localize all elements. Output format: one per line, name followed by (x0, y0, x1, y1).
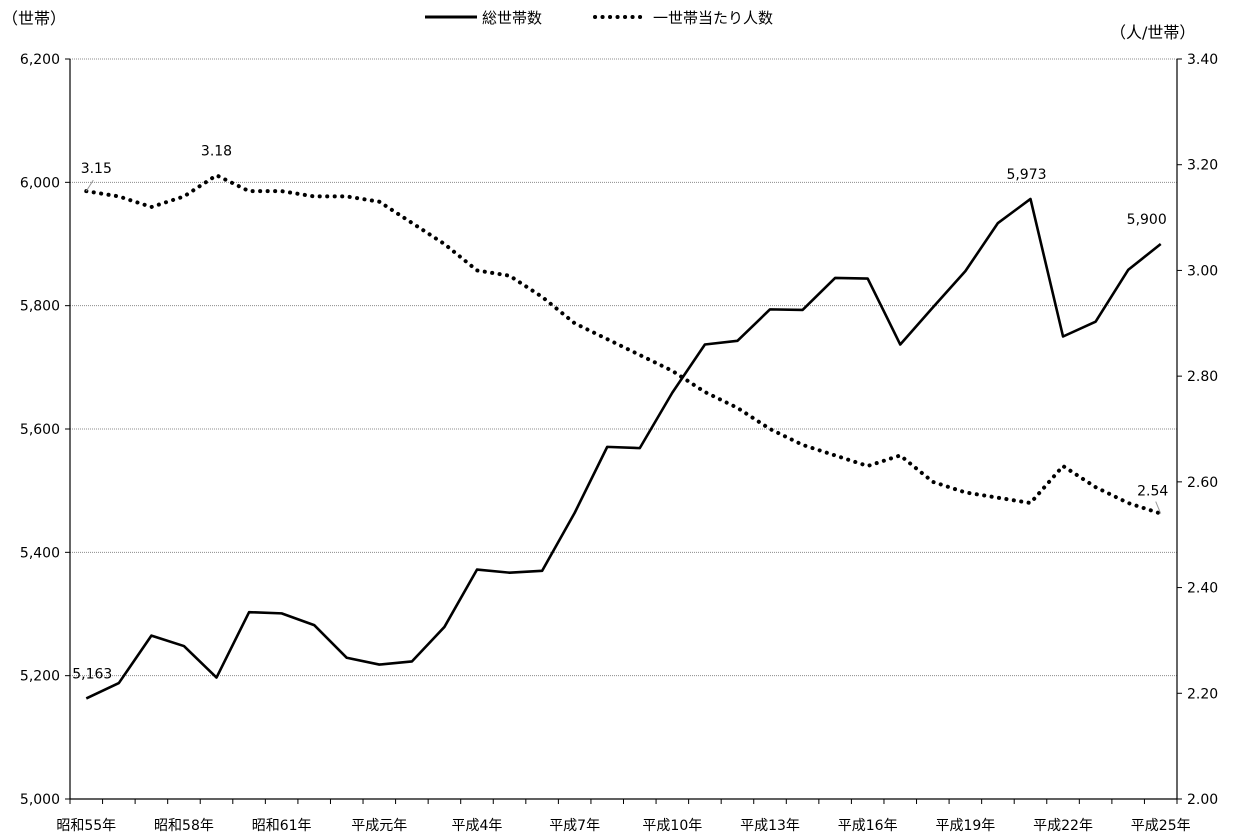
left-tick-label: 5,800 (20, 299, 60, 315)
data-label: 3.18 (201, 143, 232, 159)
right-tick-label: 3.00 (1187, 263, 1218, 279)
right-tick-label: 3.40 (1187, 52, 1218, 68)
legend-label-persons-per-household: 一世帯当たり人数 (653, 9, 773, 27)
data-label: 5,900 (1127, 212, 1167, 228)
x-axis-ticks: 昭和55年 昭和58年 昭和61年 平成元年 平成4年 平成7年 平成10年 平成13年 平成1… (56, 799, 1191, 834)
legend: 総世帯数 一世帯当たり人数 (425, 9, 773, 27)
left-axis-ticks: 5,000 5,200 5,400 5,600 5,800 6,000 6,200 (20, 52, 70, 808)
data-label: 3.15 (81, 161, 112, 177)
left-tick-label: 6,000 (20, 175, 60, 191)
data-label: 2.54 (1137, 484, 1168, 500)
data-labels: 5,163 5,973 5,900 3.15 3.18 2.54 (72, 143, 1168, 682)
right-tick-label: 2.60 (1187, 475, 1218, 491)
series-line-persons-per-household (84, 173, 1163, 516)
right-tick-label: 3.20 (1187, 158, 1218, 174)
series-lines (84, 173, 1163, 700)
x-tick-label: 平成13年 (740, 818, 800, 834)
gridlines (70, 58, 1177, 677)
legend-label-total-households: 総世帯数 (482, 9, 542, 27)
x-tick-label: 平成19年 (935, 818, 995, 834)
series-line-total-households (85, 197, 1162, 700)
x-tick-label: 昭和58年 (154, 818, 214, 834)
left-tick-label: 5,400 (20, 545, 60, 561)
leader-line (85, 179, 94, 192)
x-tick-label: 平成10年 (642, 818, 702, 834)
x-tick-label: 平成元年 (351, 818, 407, 834)
x-tick-label: 平成16年 (838, 818, 898, 834)
right-tick-label: 2.80 (1187, 369, 1218, 385)
right-tick-label: 2.00 (1187, 792, 1218, 808)
left-tick-label: 5,600 (20, 422, 60, 438)
right-tick-label: 2.40 (1187, 581, 1218, 597)
left-tick-label: 6,200 (20, 52, 60, 68)
x-tick-label: 昭和61年 (252, 818, 312, 834)
left-tick-label: 5,200 (20, 669, 60, 685)
right-axis-unit: （人/世帯） (1110, 23, 1195, 42)
x-tick-label: 平成7年 (549, 818, 600, 834)
x-tick-label: 昭和55年 (56, 818, 116, 834)
x-tick-label: 平成4年 (452, 818, 503, 834)
data-label: 5,163 (72, 666, 112, 682)
right-tick-label: 2.20 (1187, 686, 1218, 702)
x-tick-label: 平成25年 (1131, 818, 1191, 834)
left-axis-unit: （世帯） (2, 9, 66, 28)
right-axis-ticks: 2.00 2.20 2.40 2.60 2.80 3.00 3.20 3.40 (1177, 52, 1218, 808)
left-tick-label: 5,000 (20, 792, 60, 808)
leader-line (1155, 501, 1162, 514)
data-label: 5,973 (1006, 167, 1046, 183)
x-tick-label: 平成22年 (1033, 818, 1093, 834)
